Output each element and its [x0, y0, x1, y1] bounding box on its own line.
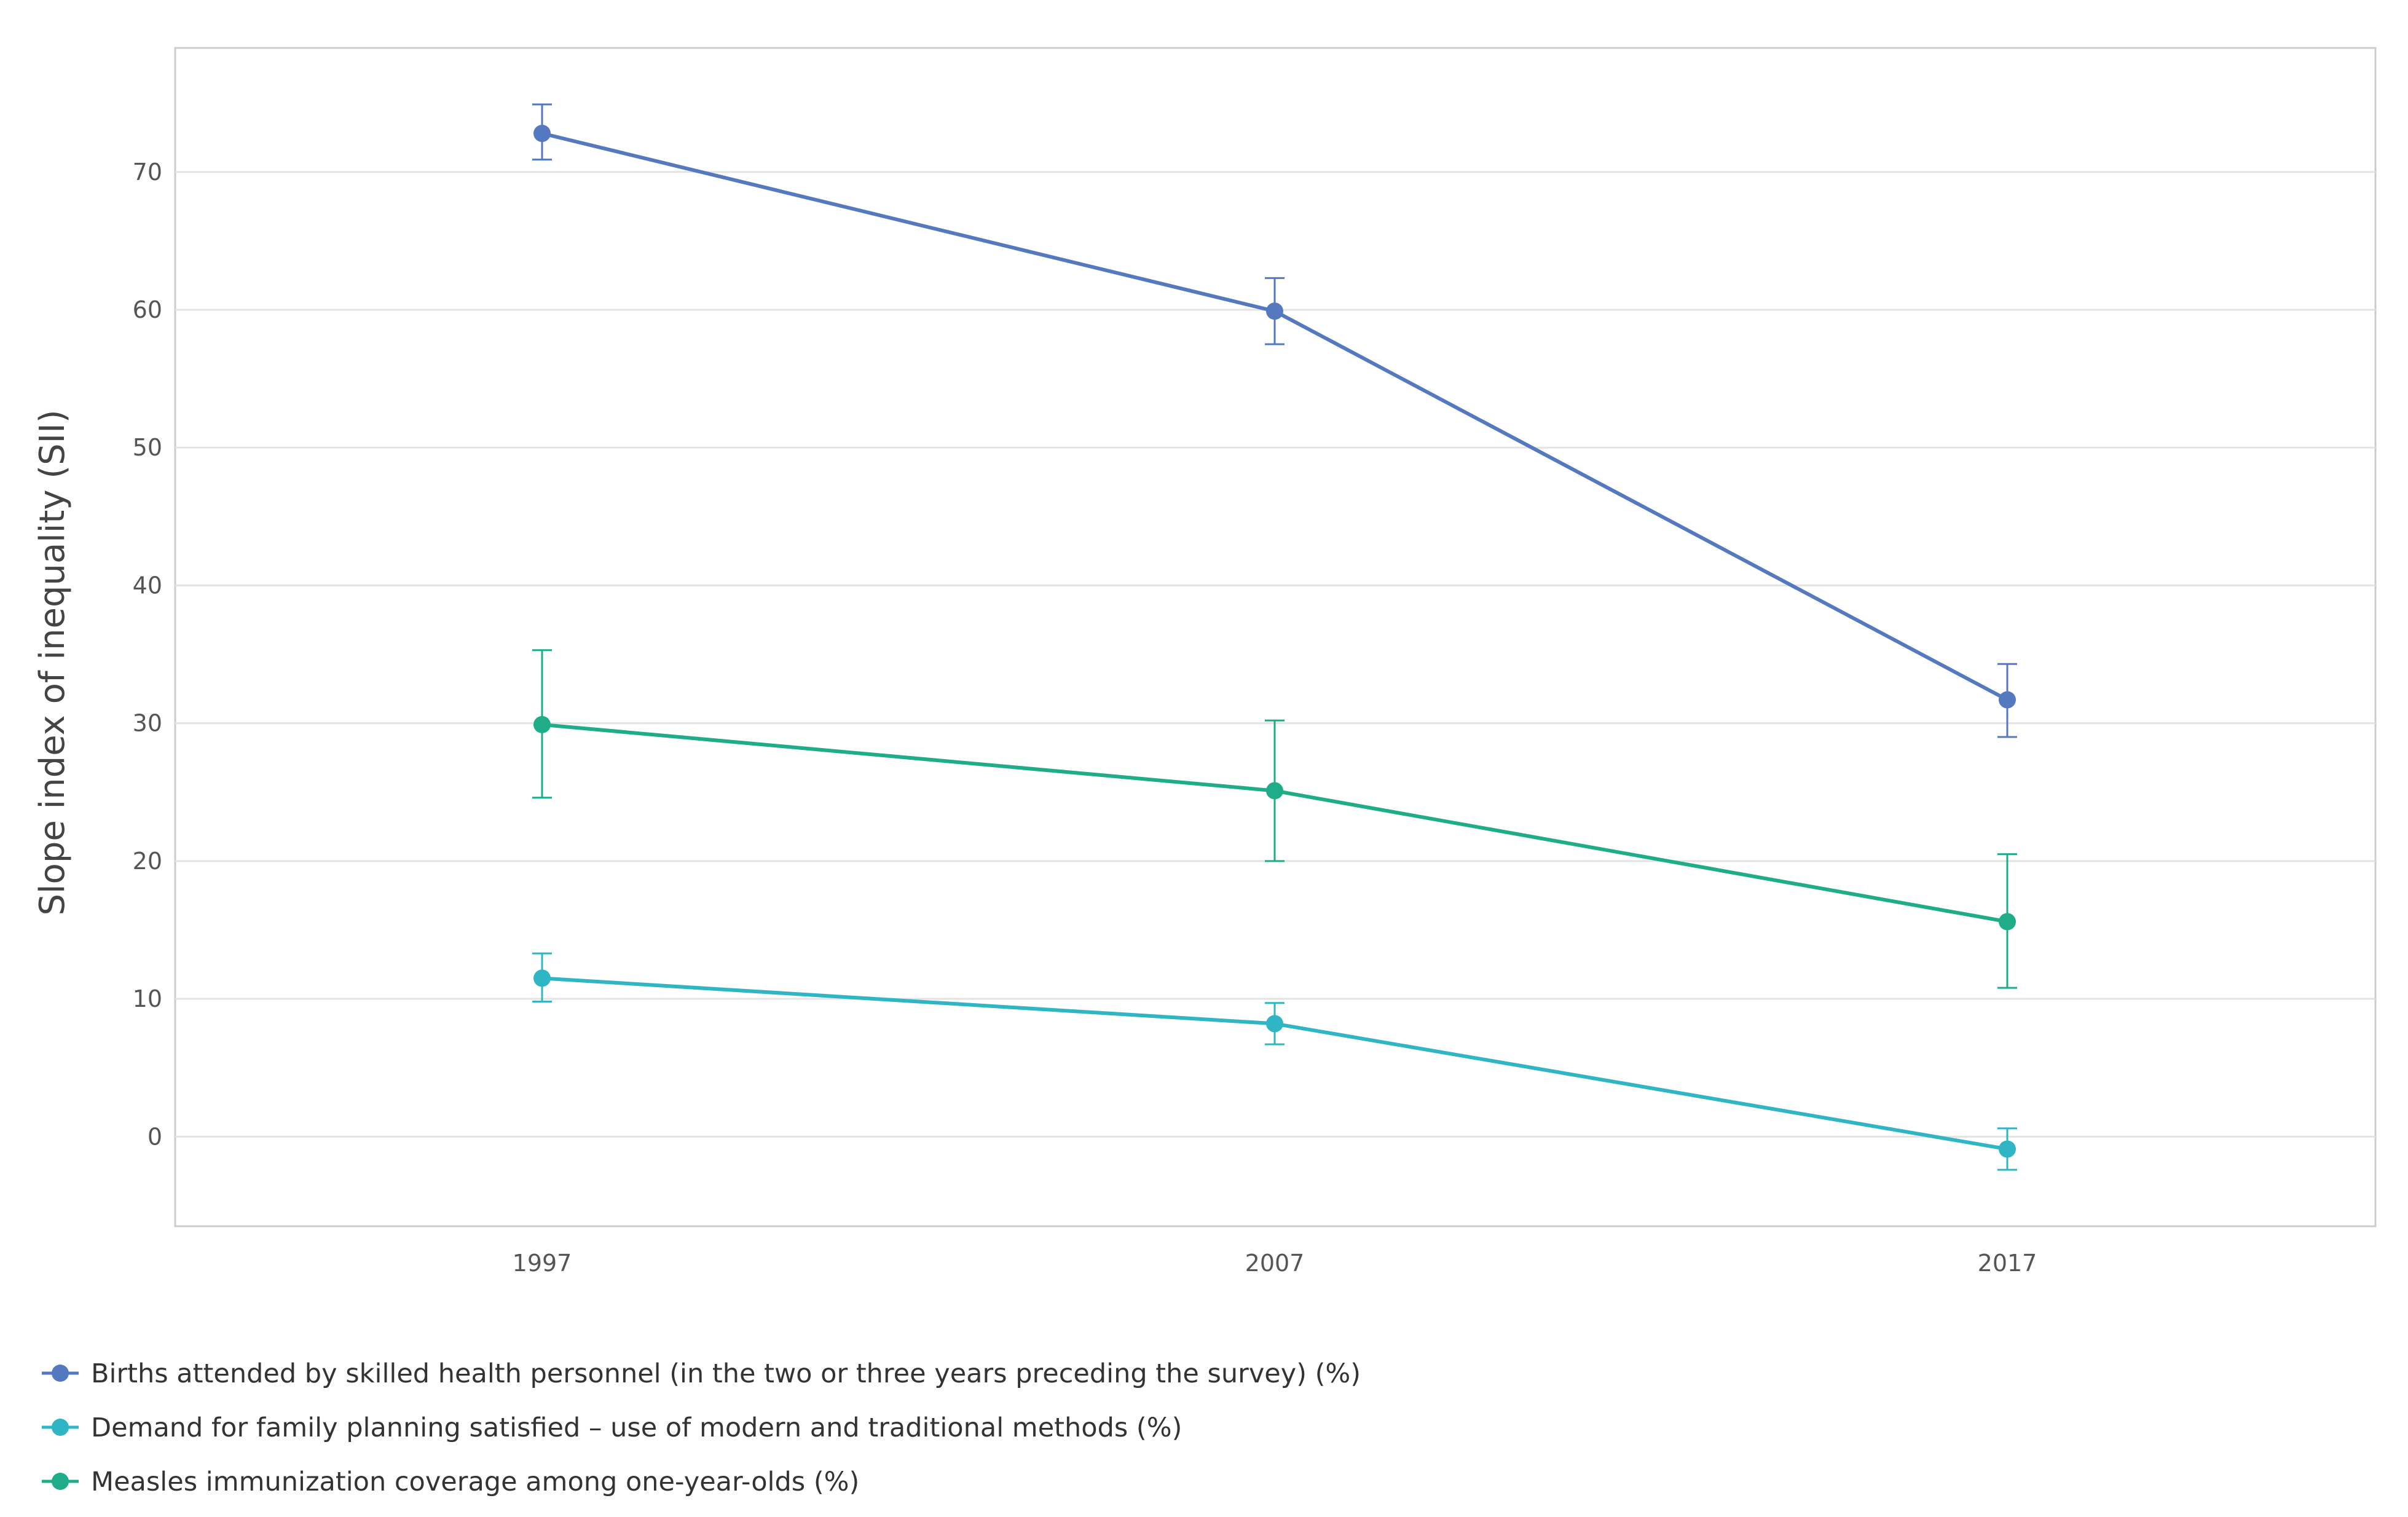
data-point[interactable]	[1999, 691, 2016, 709]
y-tick-label: 60	[133, 296, 162, 323]
y-axis-title: Slope index of inequality (SII)	[33, 409, 73, 915]
legend-label: Measles immunization coverage among one-…	[91, 1467, 859, 1497]
data-point[interactable]	[533, 969, 551, 987]
y-tick-label: 0	[148, 1123, 162, 1150]
legend-marker	[52, 1473, 69, 1490]
y-axis-tick-labels: 0 10 20 30 40 50 60 70	[133, 159, 162, 1150]
y-tick-label: 40	[133, 572, 162, 599]
series-1	[532, 103, 2017, 738]
x-axis-tick-labels: 1997 2007 2017	[513, 1250, 2037, 1277]
series-3	[532, 649, 2017, 989]
data-point[interactable]	[533, 125, 551, 143]
x-tick-label: 1997	[513, 1250, 572, 1277]
series-2	[532, 952, 2017, 1171]
y-tick-label: 70	[133, 159, 162, 186]
data-point[interactable]	[1999, 1140, 2016, 1158]
y-tick-label: 10	[133, 985, 162, 1012]
data-point[interactable]	[1266, 1015, 1283, 1033]
series-layer	[532, 103, 2017, 1171]
legend-label: Births attended by skilled health person…	[91, 1358, 1361, 1389]
legend-marker	[52, 1419, 69, 1436]
x-tick-label: 2017	[1978, 1250, 2037, 1277]
data-point[interactable]	[1266, 302, 1283, 320]
data-point[interactable]	[1266, 782, 1283, 800]
legend[interactable]: Births attended by skilled health person…	[42, 1358, 1361, 1497]
data-point[interactable]	[1999, 913, 2016, 931]
legend-marker	[52, 1365, 69, 1382]
data-point[interactable]	[533, 715, 551, 733]
legend-item[interactable]: Measles immunization coverage among one-…	[42, 1467, 859, 1497]
legend-item[interactable]: Demand for family planning satisfied – u…	[42, 1413, 1182, 1443]
legend-item[interactable]: Births attended by skilled health person…	[42, 1358, 1361, 1389]
legend-label: Demand for family planning satisfied – u…	[91, 1413, 1182, 1443]
plot-area	[174, 47, 2377, 1227]
y-tick-label: 30	[133, 710, 162, 737]
y-tick-label: 50	[133, 434, 162, 461]
x-tick-label: 2007	[1245, 1250, 1305, 1277]
y-tick-label: 20	[133, 848, 162, 875]
